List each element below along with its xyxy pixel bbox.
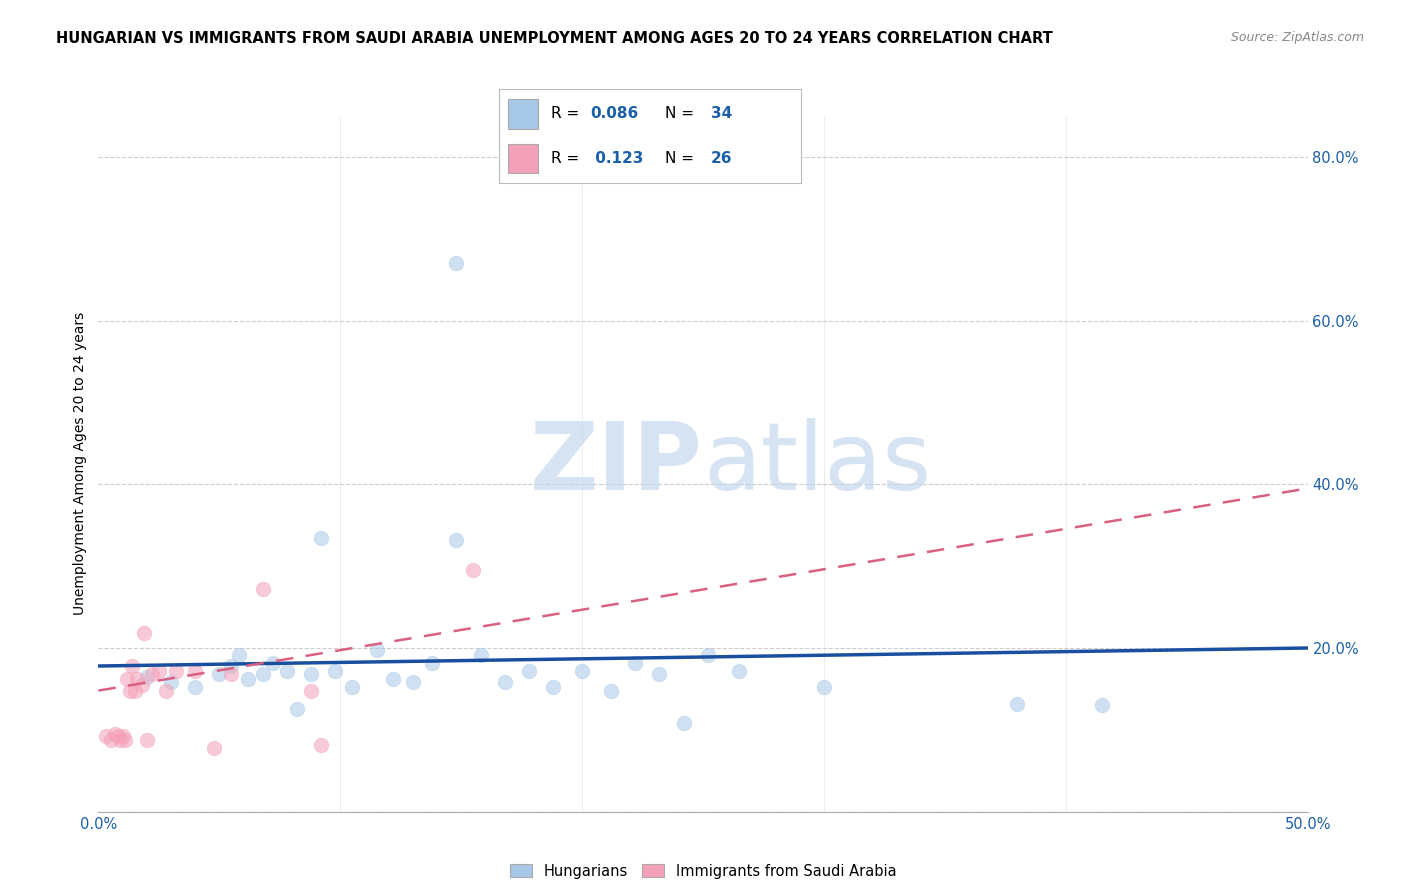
Text: R =: R = <box>551 106 583 121</box>
Point <box>117 672 139 686</box>
Point <box>228 648 250 662</box>
Point <box>541 681 564 695</box>
Point <box>104 727 127 741</box>
Point <box>285 702 308 716</box>
Point <box>127 672 149 686</box>
Point <box>402 675 425 690</box>
Point <box>238 672 260 686</box>
Point <box>208 667 231 681</box>
Point <box>204 740 226 755</box>
Point <box>121 659 143 673</box>
Point <box>108 732 131 747</box>
Point <box>366 642 388 657</box>
Text: R =: R = <box>551 151 583 166</box>
Point <box>446 256 468 270</box>
Point <box>672 716 695 731</box>
Point <box>624 656 647 670</box>
Point <box>135 732 157 747</box>
Point <box>517 664 540 678</box>
Point <box>463 563 485 577</box>
Text: N =: N = <box>665 106 699 121</box>
Point <box>100 732 122 747</box>
Point <box>131 678 153 692</box>
Point <box>470 648 492 662</box>
Point <box>252 667 274 681</box>
Point <box>1091 698 1114 713</box>
Point <box>299 683 322 698</box>
Point <box>813 681 835 695</box>
Point <box>94 730 117 744</box>
Point <box>1007 697 1029 711</box>
Text: 0.123: 0.123 <box>591 151 643 166</box>
Point <box>262 656 284 670</box>
Point <box>114 732 136 747</box>
FancyBboxPatch shape <box>508 144 538 173</box>
Point <box>276 664 298 678</box>
Point <box>382 672 405 686</box>
Point <box>221 659 243 673</box>
Text: 0.086: 0.086 <box>591 106 638 121</box>
Text: N =: N = <box>665 151 699 166</box>
Point <box>325 664 347 678</box>
Point <box>184 664 207 678</box>
Point <box>134 626 156 640</box>
Legend: Hungarians, Immigrants from Saudi Arabia: Hungarians, Immigrants from Saudi Arabia <box>503 858 903 885</box>
Point <box>165 664 187 678</box>
Text: ZIP: ZIP <box>530 417 703 510</box>
Point <box>309 531 332 545</box>
Point <box>342 681 364 695</box>
Point <box>141 667 163 681</box>
Point <box>252 582 274 596</box>
Text: HUNGARIAN VS IMMIGRANTS FROM SAUDI ARABIA UNEMPLOYMENT AMONG AGES 20 TO 24 YEARS: HUNGARIAN VS IMMIGRANTS FROM SAUDI ARABI… <box>56 31 1053 46</box>
Text: 26: 26 <box>710 151 733 166</box>
Point <box>420 656 443 670</box>
Point <box>309 738 332 752</box>
Point <box>221 667 243 681</box>
Text: 34: 34 <box>710 106 733 121</box>
Point <box>111 730 134 744</box>
Y-axis label: Unemployment Among Ages 20 to 24 years: Unemployment Among Ages 20 to 24 years <box>73 312 87 615</box>
Text: Source: ZipAtlas.com: Source: ZipAtlas.com <box>1230 31 1364 45</box>
Point <box>728 664 751 678</box>
Point <box>148 664 170 678</box>
Point <box>135 670 157 684</box>
Point <box>118 683 141 698</box>
Point <box>648 667 671 681</box>
Text: atlas: atlas <box>703 417 931 510</box>
Point <box>494 675 516 690</box>
Point <box>184 681 207 695</box>
Point <box>299 667 322 681</box>
Point <box>160 675 183 690</box>
Point <box>124 683 146 698</box>
Point <box>600 683 623 698</box>
Point <box>696 648 718 662</box>
Point <box>107 730 129 744</box>
Point <box>155 683 177 698</box>
Point <box>446 533 468 547</box>
FancyBboxPatch shape <box>508 98 538 128</box>
Point <box>571 664 593 678</box>
